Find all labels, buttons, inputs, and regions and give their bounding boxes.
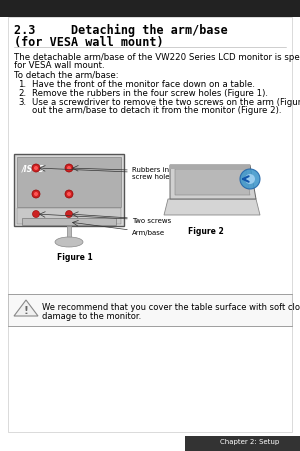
Bar — [0, 0, 300, 18]
Text: Rubbers in the
screw holes: Rubbers in the screw holes — [132, 166, 183, 179]
Text: (for VESA wall mount): (for VESA wall mount) — [14, 36, 164, 49]
Bar — [22, 219, 116, 226]
Bar — [17, 158, 121, 207]
Text: The detachable arm/base of the VW220 Series LCD monitor is specially designed: The detachable arm/base of the VW220 Ser… — [14, 53, 300, 62]
Bar — [8, 295, 292, 326]
Text: To detach the arm/base:: To detach the arm/base: — [14, 70, 118, 79]
Bar — [170, 166, 250, 170]
Polygon shape — [175, 170, 250, 196]
Text: damage to the monitor.: damage to the monitor. — [42, 311, 141, 320]
Circle shape — [65, 191, 73, 198]
Text: Remove the rubbers in the four screw holes (Figure 1).: Remove the rubbers in the four screw hol… — [32, 89, 268, 98]
Circle shape — [32, 165, 40, 173]
Text: !: ! — [24, 305, 28, 315]
Text: Have the front of the monitor face down on a table.: Have the front of the monitor face down … — [32, 80, 255, 89]
Bar — [14, 155, 124, 226]
Text: We recommend that you cover the table surface with soft cloth to prevent: We recommend that you cover the table su… — [42, 302, 300, 311]
Circle shape — [245, 175, 255, 184]
Text: Use a screwdriver to remove the two screws on the arm (Figure 1), then slide: Use a screwdriver to remove the two scre… — [32, 98, 300, 107]
Circle shape — [65, 165, 73, 173]
Text: out the arm/base to detach it from the monitor (Figure 2).: out the arm/base to detach it from the m… — [32, 106, 281, 115]
Text: 1.: 1. — [18, 80, 26, 89]
Bar — [17, 208, 121, 225]
Circle shape — [34, 166, 38, 170]
Bar — [67, 226, 71, 239]
Ellipse shape — [55, 238, 83, 248]
Circle shape — [67, 193, 71, 197]
Text: Figure 1: Figure 1 — [57, 253, 93, 262]
Circle shape — [67, 166, 71, 170]
Text: 3.: 3. — [18, 98, 26, 107]
Bar — [185, 436, 300, 451]
Text: Two screws: Two screws — [132, 217, 171, 224]
Text: 2.: 2. — [18, 89, 26, 98]
Polygon shape — [170, 166, 256, 199]
Circle shape — [240, 170, 260, 189]
Text: for VESA wall mount.: for VESA wall mount. — [14, 60, 105, 69]
Circle shape — [32, 211, 40, 218]
Circle shape — [65, 211, 73, 218]
Text: Arm/base: Arm/base — [132, 230, 165, 235]
Text: Figure 2: Figure 2 — [188, 226, 224, 235]
Circle shape — [34, 193, 38, 197]
Text: Chapter 2: Setup: Chapter 2: Setup — [220, 438, 280, 444]
Text: /ISUS: /ISUS — [22, 165, 45, 174]
Circle shape — [32, 191, 40, 198]
Polygon shape — [164, 199, 260, 216]
Text: 2.3     Detaching the arm/base: 2.3 Detaching the arm/base — [14, 24, 228, 37]
Polygon shape — [14, 300, 38, 316]
